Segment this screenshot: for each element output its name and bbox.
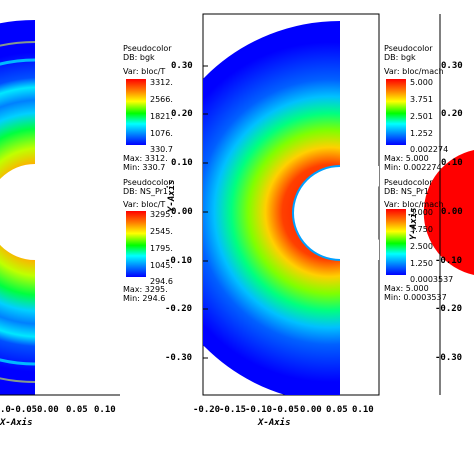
y-tick-label: -0.20 (435, 304, 463, 314)
legend-label: 3295. (150, 210, 173, 219)
legend-header: Pseudocolor (384, 44, 433, 53)
x-tick-label: -0.05 (10, 405, 38, 415)
legend-label: 1045. (150, 261, 173, 270)
legend-var: Var: bloc/T (123, 67, 166, 76)
legend-header: Pseudocolor (123, 44, 172, 53)
colorbar-mach-ns (386, 209, 406, 275)
legend-label: 2566. (150, 95, 173, 104)
legend-label: 3.751 (410, 95, 433, 104)
x-tick-label: -0.20 (193, 405, 221, 415)
legend-min: Min: 330.7 (123, 163, 166, 172)
legend-min: Min: 0.002274 (384, 163, 442, 172)
y-axis-title: Y-Axis (409, 207, 419, 240)
middle-panel-field (203, 21, 379, 395)
x-axis-title: X-Axis (0, 418, 33, 428)
colorbar-mach-bgk (386, 79, 406, 145)
x-tick-label: -0.05 (272, 405, 300, 415)
legend-header: Pseudocolor (123, 178, 172, 187)
legend-label: 330.7 (150, 145, 173, 154)
y-tick-label: 0.00 (441, 207, 463, 217)
legend-db: DB: bgk (384, 53, 416, 62)
x-tick-label: 0.10 (352, 405, 374, 415)
legend-label: 3312. (150, 78, 173, 87)
legend-max: Max: 3295. (123, 285, 168, 294)
x-tick-label: 0.10 (94, 405, 116, 415)
legend-label: 1.250 (410, 259, 433, 268)
y-tick-label: 0.10 (441, 158, 463, 168)
y-tick-label: -0.30 (435, 353, 463, 363)
y-tick-label: 0.20 (171, 109, 193, 119)
legend-max: Max: 5.000 (384, 154, 429, 163)
y-tick-label: 0.30 (441, 61, 463, 71)
legend-var: Var: bloc/T (123, 200, 166, 209)
legend-label: 1821. (150, 112, 173, 121)
y-tick-label: -0.10 (165, 256, 193, 266)
legend-label: 1.252 (410, 129, 433, 138)
x-tick-label: 0.05 (66, 405, 88, 415)
y-tick-label: 0.20 (441, 109, 463, 119)
legend-var: Var: bloc/mach (384, 200, 444, 209)
legend-label: 5.000 (410, 208, 433, 217)
legend-label: 2.500 (410, 242, 433, 251)
legend-label: 2.501 (410, 112, 433, 121)
legend-header: Pseudocolor (384, 178, 433, 187)
x-tick-label: 0.05 (326, 405, 348, 415)
legend-label: 294.6 (150, 277, 173, 286)
y-axis-title: Y-Axis (167, 179, 177, 212)
x-tick-label: 0.00 (37, 405, 59, 415)
legend-label: 3.750 (410, 225, 433, 234)
left-panel-field (0, 20, 83, 395)
legend-max: Max: 3312. (123, 154, 168, 163)
legend-var: Var: bloc/mach (384, 67, 444, 76)
y-tick-label: 0.10 (171, 158, 193, 168)
colorbar-temperature-ns (126, 211, 146, 277)
legend-db: DB: NS_Pr1 (384, 187, 430, 196)
y-tick-label: -0.30 (165, 353, 193, 363)
legend-label: 5.000 (410, 78, 433, 87)
y-tick-label: 0.30 (171, 61, 193, 71)
x-axis-title: X-Axis (258, 418, 291, 428)
legend-db: DB: NS_Pr1 (123, 187, 169, 196)
y-tick-label: -0.20 (165, 304, 193, 314)
middle-panel-ticks (203, 65, 208, 359)
legend-label: 1076. (150, 129, 173, 138)
x-tick-label: 0.00 (300, 405, 322, 415)
legend-db: DB: bgk (123, 53, 155, 62)
legend-label: 1795. (150, 244, 173, 253)
x-tick-label: -0.10 (245, 405, 273, 415)
legend-label: 2545. (150, 227, 173, 236)
x-tick-label: .0 (0, 405, 11, 415)
legend-min: Min: 294.6 (123, 294, 166, 303)
y-tick-label: -0.10 (435, 256, 463, 266)
legend-label: 0.002274 (410, 145, 449, 154)
legend-max: Max: 5.000 (384, 284, 429, 293)
y-tick-label: 0.00 (171, 207, 193, 217)
x-tick-label: -0.15 (219, 405, 247, 415)
legend-label: 0.0003537 (410, 275, 454, 284)
colorbar-temperature-bgk (126, 79, 146, 145)
right-panel-field (423, 150, 474, 275)
legend-min: Min: 0.0003537 (384, 293, 447, 302)
